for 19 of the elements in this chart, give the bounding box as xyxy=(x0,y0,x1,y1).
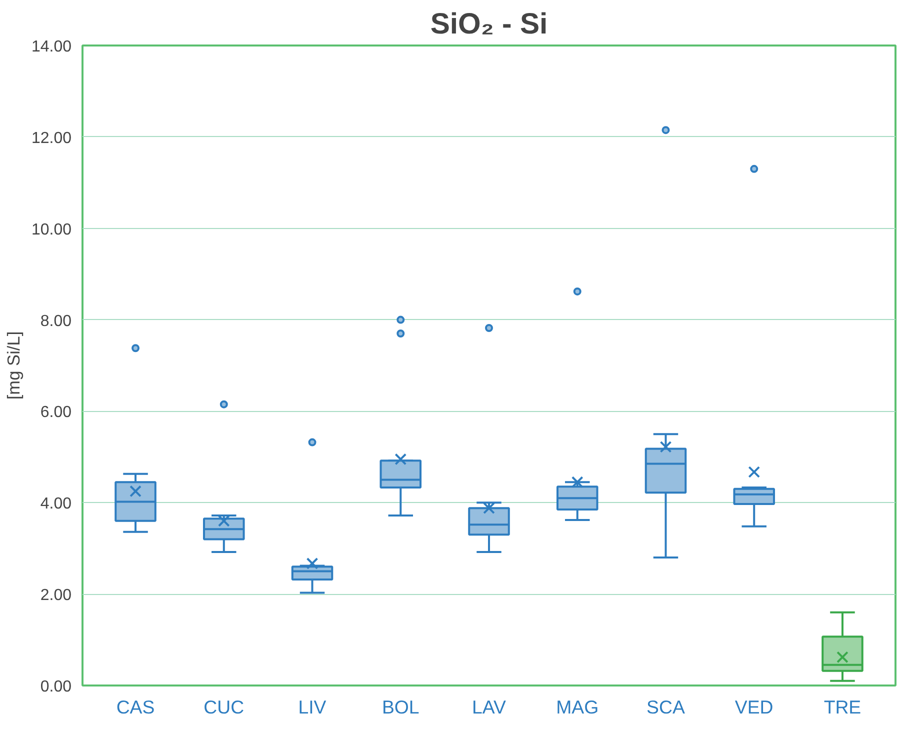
y-tick-label: 10.00 xyxy=(31,221,72,238)
x-tick-label: BOL xyxy=(382,696,420,718)
x-tick-label: CAS xyxy=(116,696,155,718)
x-tick-label: LIV xyxy=(298,696,327,718)
y-tick-label: 12.00 xyxy=(31,130,72,147)
y-axis-title: [mg Si/L] xyxy=(3,331,24,400)
y-tick-label: 0.00 xyxy=(40,678,72,696)
x-tick-label: SCA xyxy=(646,696,686,718)
x-tick-label: CUC xyxy=(204,696,244,718)
y-tick-label: 8.00 xyxy=(40,312,72,330)
x-tick-label: LAV xyxy=(472,696,506,718)
x-tick-label: TRE xyxy=(824,696,862,718)
x-tick-label: VED xyxy=(734,696,774,718)
y-tick-label: 14.00 xyxy=(31,38,72,56)
y-tick-label: 6.00 xyxy=(40,404,72,422)
y-tick-label: 4.00 xyxy=(40,496,72,513)
chart-title: SiO₂ - Si xyxy=(430,8,548,40)
y-tick-label: 2.00 xyxy=(40,587,72,604)
x-tick-label: MAG xyxy=(556,696,599,718)
